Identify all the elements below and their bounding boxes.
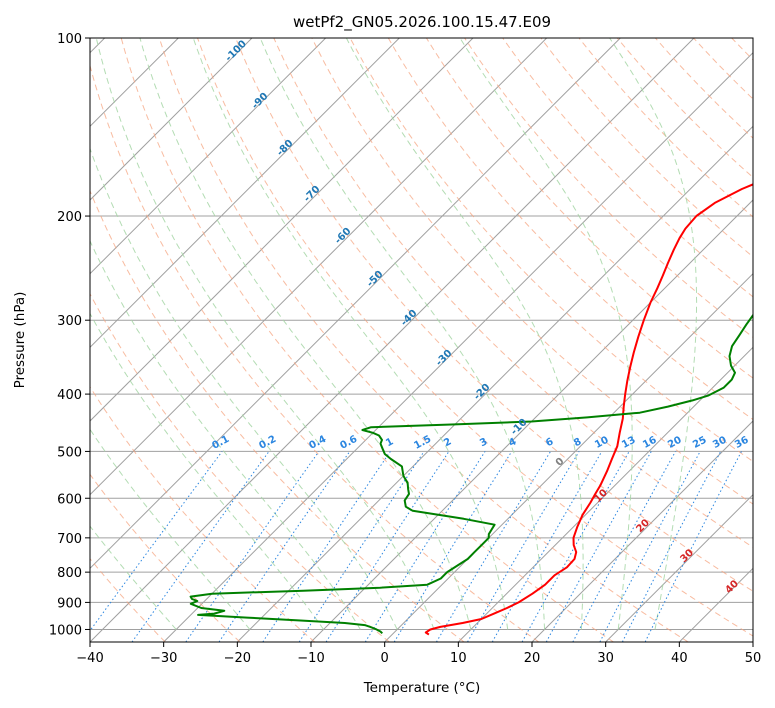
isotherm-line (90, 38, 474, 422)
x-tick-label: 50 (745, 651, 762, 666)
mixing-ratio-line (90, 451, 223, 632)
mixing-ratio-line (572, 451, 676, 642)
isotherm-line (163, 51, 753, 642)
dry-adiabat-line (464, 38, 753, 338)
x-tick-label: 0 (381, 651, 389, 666)
moist-adiabat-line (192, 38, 509, 630)
mixing-ratio-line (621, 451, 722, 642)
plot-background (90, 38, 753, 642)
moist-adiabat-line (459, 38, 633, 630)
moist-adiabat-line (609, 38, 698, 630)
dewpoint-line (189, 313, 753, 635)
mixing-ratio-line (298, 451, 425, 642)
isotherm-line (90, 38, 548, 496)
mixing-ratio-label: 2 (442, 436, 453, 449)
dry-adiabat-line (425, 38, 753, 379)
x-tick-label: −20 (224, 651, 251, 666)
plot-frame (89, 37, 754, 643)
mixing-ratio-line (185, 451, 320, 642)
dry-adiabat-line (349, 38, 753, 463)
dry-adiabat-line (502, 38, 753, 298)
mixing-ratio-line (521, 451, 630, 642)
x-tick-label: −30 (150, 651, 177, 666)
y-tick-label: 1000 (49, 623, 82, 638)
y-tick-label: 300 (57, 314, 82, 329)
y-axis-label: Pressure (hPa) (12, 292, 28, 389)
mixing-ratio-line (545, 451, 652, 642)
profile-lines (189, 183, 753, 636)
temperature-line (424, 183, 753, 636)
isotherm-line (752, 641, 753, 642)
y-tick-label: 500 (57, 445, 82, 460)
y-tick-label: 800 (57, 566, 82, 581)
mixing-ratio-line (131, 451, 270, 642)
moist-adiabat-line (95, 38, 435, 630)
y-tick-label: 700 (57, 532, 82, 547)
mixing-ratio-label: 8 (572, 436, 583, 449)
isotherm-line (310, 199, 753, 642)
y-tick-label: 200 (57, 210, 82, 225)
dry-adiabat-line (770, 38, 775, 642)
isotherm-line (90, 38, 253, 201)
mixing-ratio-line (325, 451, 450, 642)
mixing-ratio-label: 1 (384, 436, 395, 449)
x-tick-label: 30 (597, 651, 614, 666)
dry-adiabat-line (90, 63, 540, 642)
mixing-ratio-label: 6 (544, 436, 555, 449)
mixing-ratio-label: 4 (507, 436, 518, 449)
chart-title: wetPf2_GN05.2026.100.15.47.E09 (293, 13, 551, 32)
moist-adiabat-line (139, 38, 472, 630)
x-tick-label: 40 (671, 651, 688, 666)
mixing-ratio-label: 3 (478, 436, 489, 449)
moist-adiabat-line (90, 312, 324, 630)
isotherm-line (90, 38, 400, 349)
isotherm-line (457, 346, 753, 642)
mixing-ratio-line (218, 451, 351, 642)
mixing-ratio-line (393, 451, 513, 642)
y-tick-label: 900 (57, 596, 82, 611)
dry-adiabat-line (197, 38, 753, 637)
dry-adiabat-line (90, 292, 390, 642)
moist-adiabat-line (90, 525, 177, 630)
x-tick-label: 20 (524, 651, 541, 666)
mixing-ratio-line (644, 451, 742, 642)
isotherm-line (90, 38, 695, 642)
x-tick-label: −40 (76, 651, 103, 666)
y-tick-label: 600 (57, 492, 82, 507)
axes: −40 −30 −20 −10 0 10 20 30 40 50 100 200 300 400 500 60… (49, 32, 761, 666)
isotherm-line (531, 420, 753, 642)
dry-adiabat-line (90, 189, 465, 642)
dry-adiabat-line (158, 38, 689, 642)
dry-adiabat-line (273, 38, 753, 548)
moist-adiabat-line (90, 428, 251, 630)
isotherm-line (90, 38, 327, 275)
x-axis-label: Temperature (°C) (363, 680, 481, 696)
dry-adiabat-line (311, 38, 753, 505)
x-tick-label: 10 (450, 651, 467, 666)
moist-adiabat-line (345, 38, 584, 630)
moist-adiabat-line (90, 239, 361, 630)
dry-adiabat-line (387, 38, 753, 421)
x-tick-label: −10 (297, 651, 324, 666)
dry-adiabat-line (235, 38, 753, 592)
isotherm-line (90, 38, 621, 570)
y-tick-label: 400 (57, 388, 82, 403)
isotherm-line (236, 125, 753, 642)
y-tick-label: 100 (57, 32, 82, 47)
dry-adiabat-line (90, 385, 316, 642)
isotherm-line (605, 493, 753, 642)
dry-adiabat-line (120, 38, 614, 642)
